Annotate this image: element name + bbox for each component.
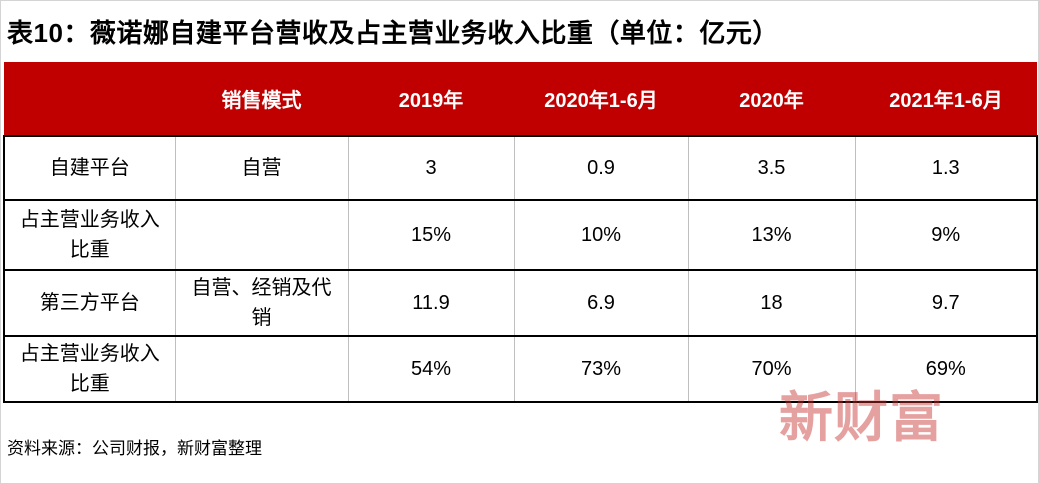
row-label: 第三方平台 <box>3 269 175 336</box>
table-cell: 3 <box>347 135 514 200</box>
header-row: 销售模式 2019年 2020年1-6月 2020年 2021年1-6月 <box>4 62 1037 136</box>
header-cell-2020: 2020年 <box>688 62 855 136</box>
source-note: 资料来源：公司财报，新财富整理 <box>7 439 262 458</box>
table-cell: 13% <box>687 199 855 270</box>
table-cell: 73% <box>513 335 688 403</box>
table-title: 表10：薇诺娜自建平台营收及占主营业务收入比重（单位：亿元） <box>7 17 779 48</box>
table-cell: 69% <box>854 335 1038 403</box>
table-row-third-party-platform: 第三方平台 自营、经销及代销 11.9 6.9 18 9.7 <box>3 269 1038 336</box>
table-cell <box>174 335 348 403</box>
row-label: 自建平台 <box>3 135 175 200</box>
table-cell: 11.9 <box>347 269 514 336</box>
header-cell-2020h1: 2020年1-6月 <box>514 62 688 136</box>
header-cell-rowlabel <box>4 62 175 136</box>
header-cell-2019: 2019年 <box>348 62 514 136</box>
data-table: 销售模式 2019年 2020年1-6月 2020年 2021年1-6月 自建平… <box>3 62 1038 403</box>
table-row-self-built-platform: 自建平台 自营 3 0.9 3.5 1.3 <box>3 135 1038 200</box>
table-cell: 18 <box>687 269 855 336</box>
table-cell: 0.9 <box>513 135 688 200</box>
table-cell: 15% <box>347 199 514 270</box>
table-row-share-of-revenue-2: 占主营业务收入比重 54% 73% 70% 69% <box>3 335 1038 403</box>
table-cell: 1.3 <box>854 135 1038 200</box>
table-cell: 6.9 <box>513 269 688 336</box>
row-label: 占主营业务收入比重 <box>3 335 175 403</box>
table-cell: 9.7 <box>854 269 1038 336</box>
table-cell: 54% <box>347 335 514 403</box>
table-cell: 70% <box>687 335 855 403</box>
table-row-share-of-revenue-1: 占主营业务收入比重 15% 10% 13% 9% <box>3 199 1038 270</box>
table-cell: 自营 <box>174 135 348 200</box>
table-cell: 10% <box>513 199 688 270</box>
table-cell: 9% <box>854 199 1038 270</box>
row-label: 占主营业务收入比重 <box>3 199 175 270</box>
table-cell <box>174 199 348 270</box>
header-cell-sales-mode: 销售模式 <box>175 62 348 136</box>
table-cell: 自营、经销及代销 <box>174 269 348 336</box>
header-cell-2021h1: 2021年1-6月 <box>855 62 1037 136</box>
table-cell: 3.5 <box>687 135 855 200</box>
